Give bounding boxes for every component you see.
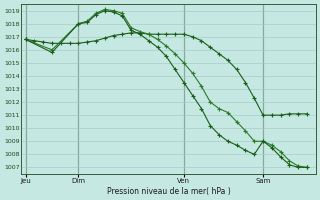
X-axis label: Pression niveau de la mer( hPa ): Pression niveau de la mer( hPa ) bbox=[107, 187, 230, 196]
